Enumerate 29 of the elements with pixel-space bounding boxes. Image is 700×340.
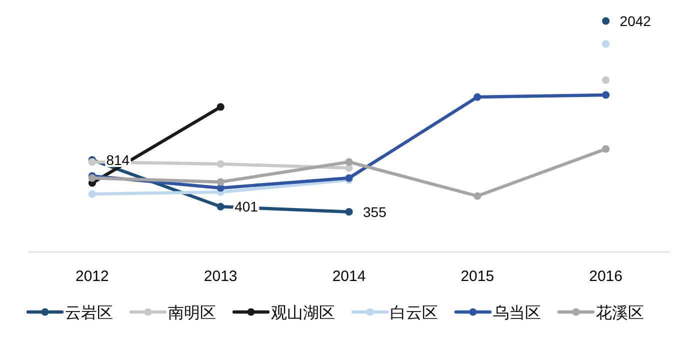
point [602, 145, 610, 153]
point [345, 158, 353, 166]
data-label: 355 [363, 204, 387, 220]
point [216, 160, 224, 168]
legend-label: 乌当区 [493, 304, 541, 322]
point [602, 91, 610, 99]
point [216, 103, 224, 111]
point [216, 178, 224, 186]
legend-label: 花溪区 [596, 304, 644, 322]
point [602, 40, 610, 48]
x-tick-label: 2013 [204, 268, 238, 285]
x-tick-label: 2016 [589, 268, 622, 285]
point [474, 93, 482, 101]
data-label: 2042 [620, 13, 652, 29]
x-tick-label: 2015 [460, 268, 494, 285]
point [474, 192, 482, 200]
x-tick-label: 2014 [332, 268, 366, 285]
point [602, 76, 610, 84]
legend-label: 南明区 [168, 304, 216, 322]
legend-label: 观山湖区 [271, 304, 335, 322]
point [345, 208, 353, 216]
legend-label: 白云区 [390, 305, 438, 322]
point [216, 202, 224, 210]
point [602, 17, 610, 25]
data-label: 814 [106, 152, 130, 168]
legend-label: 云岩区 [65, 304, 113, 322]
data-label: 401 [234, 198, 258, 215]
x-tick-label: 2012 [76, 268, 109, 285]
point [88, 190, 96, 198]
